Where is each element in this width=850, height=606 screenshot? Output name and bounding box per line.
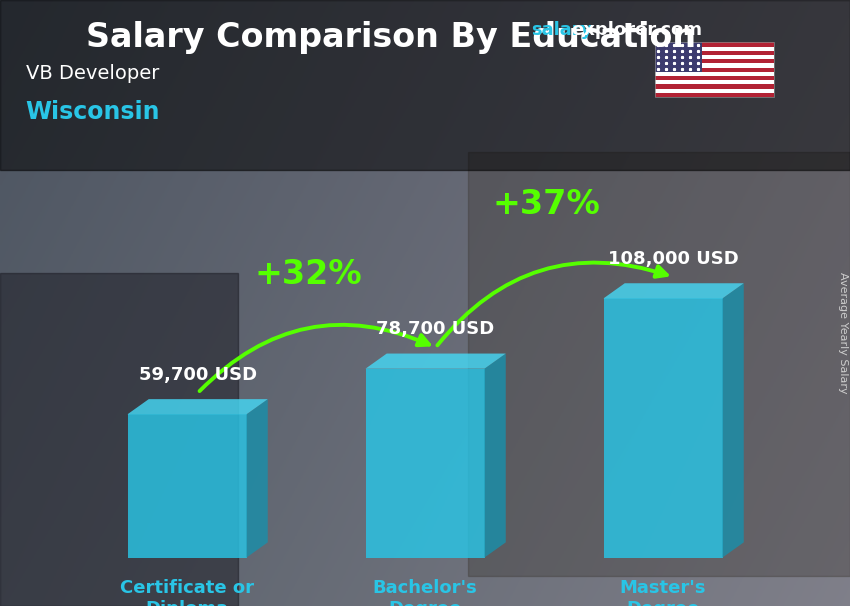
- Polygon shape: [246, 399, 268, 558]
- Text: 108,000 USD: 108,000 USD: [609, 250, 739, 268]
- FancyArrowPatch shape: [200, 325, 429, 391]
- Text: Certificate or
Diploma: Certificate or Diploma: [120, 579, 254, 606]
- Text: Average Yearly Salary: Average Yearly Salary: [838, 273, 848, 394]
- Bar: [654, 80, 774, 84]
- Bar: [654, 47, 774, 51]
- Bar: [0, 0, 850, 170]
- Bar: [654, 59, 774, 64]
- Bar: [654, 42, 774, 47]
- Polygon shape: [366, 353, 506, 368]
- Bar: [366, 368, 484, 558]
- Bar: [654, 84, 774, 88]
- Bar: [654, 42, 774, 97]
- Polygon shape: [604, 283, 744, 298]
- Text: +37%: +37%: [492, 188, 600, 221]
- Polygon shape: [484, 353, 506, 558]
- Bar: [654, 93, 774, 97]
- Bar: [128, 415, 246, 558]
- Text: VB Developer: VB Developer: [26, 64, 159, 82]
- Bar: [654, 76, 774, 80]
- Text: 78,700 USD: 78,700 USD: [377, 321, 495, 338]
- Text: explorer.com: explorer.com: [571, 21, 702, 39]
- Bar: [654, 88, 774, 93]
- Bar: [0, 273, 238, 606]
- Text: +32%: +32%: [254, 258, 362, 291]
- Text: 59,700 USD: 59,700 USD: [139, 366, 257, 384]
- Polygon shape: [722, 283, 744, 558]
- Bar: [654, 55, 774, 59]
- Text: Master's
Degree: Master's Degree: [620, 579, 706, 606]
- Text: salary: salary: [531, 21, 592, 39]
- Bar: [654, 51, 774, 55]
- Bar: [654, 72, 774, 76]
- Text: Wisconsin: Wisconsin: [26, 100, 160, 124]
- Text: Salary Comparison By Education: Salary Comparison By Education: [86, 21, 696, 54]
- Text: Bachelor's
Degree: Bachelor's Degree: [372, 579, 478, 606]
- Bar: [654, 42, 702, 72]
- Bar: [468, 152, 850, 576]
- Polygon shape: [128, 399, 268, 415]
- Bar: [604, 298, 722, 558]
- Bar: [654, 68, 774, 72]
- Bar: [654, 64, 774, 68]
- FancyArrowPatch shape: [438, 262, 667, 345]
